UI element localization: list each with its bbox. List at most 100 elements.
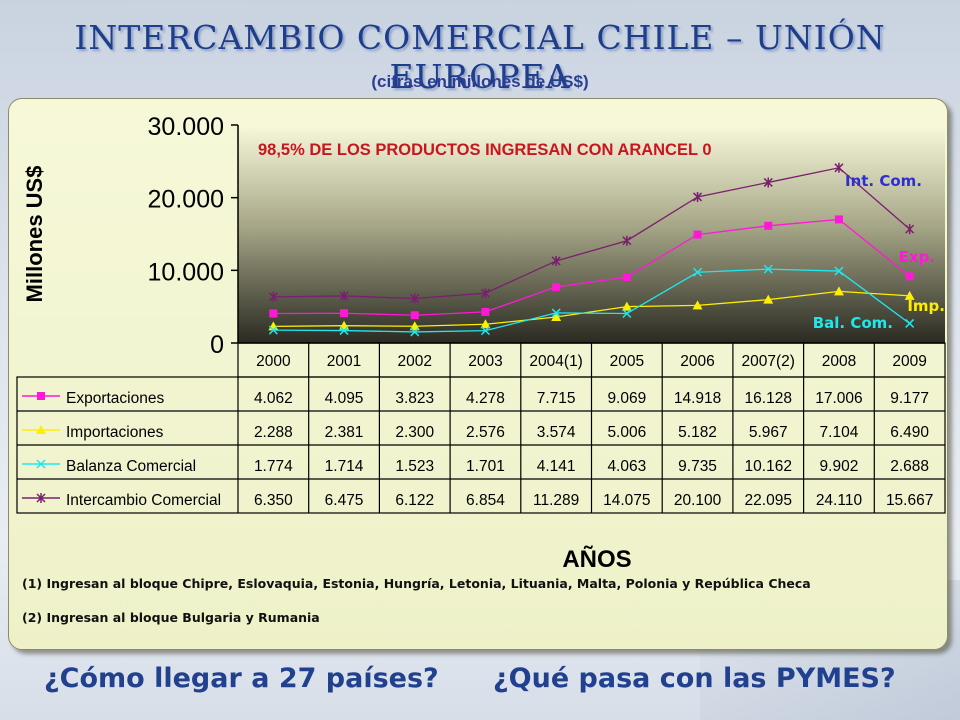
data-value: 4.095 (325, 390, 364, 407)
data-value: 14.075 (603, 492, 650, 509)
data-point (833, 286, 844, 296)
data-value: 6.122 (395, 492, 434, 509)
data-point (481, 307, 490, 316)
legend-label: Exportaciones (66, 390, 164, 407)
data-value: 4.062 (254, 390, 293, 407)
data-point (551, 308, 561, 318)
series-line (273, 290, 910, 328)
page-title: INTERCAMBIO COMERCIAL CHILE – UNIÓN EURO… (74, 18, 886, 96)
data-value: 14.918 (674, 390, 721, 407)
data-point (409, 321, 420, 331)
data-value: 1.523 (395, 458, 434, 475)
data-value: 2.381 (325, 424, 364, 441)
data-point (410, 311, 419, 320)
data-value: 4.063 (607, 458, 646, 475)
series-label: Imp. (907, 297, 945, 315)
footnote-1: (1) Ingresan al bloque Chipre, Eslovaqui… (22, 576, 811, 591)
data-point (37, 392, 45, 400)
data-point (480, 288, 490, 299)
series-label: Int. Com. (845, 172, 922, 190)
data-point (622, 235, 632, 246)
data-value: 5.967 (749, 424, 788, 441)
data-point (693, 267, 703, 277)
category-label: 2006 (680, 353, 714, 370)
data-point (480, 319, 491, 329)
data-point (621, 301, 632, 311)
data-value: 6.475 (325, 492, 364, 509)
data-value: 2.688 (890, 458, 929, 475)
data-point (339, 290, 349, 301)
data-point (480, 326, 490, 336)
data-value: 9.069 (607, 390, 646, 407)
category-label: 2008 (822, 353, 856, 370)
category-label: 2005 (610, 353, 644, 370)
y-axis-label: Millones US$ (22, 166, 47, 303)
data-point (552, 282, 561, 291)
question-countries: ¿Cómo llegar a 27 países? (44, 663, 439, 694)
series-label: Bal. Com. (813, 314, 893, 332)
data-value: 2.288 (254, 424, 293, 441)
series-label: Exp. (899, 248, 935, 266)
data-value: 9.902 (820, 458, 859, 475)
x-axis-label: AÑOS (562, 545, 631, 573)
data-point (834, 266, 844, 276)
data-point (834, 162, 844, 173)
data-point (36, 459, 46, 469)
y-tick-label: 10.000 (148, 258, 224, 286)
series-line (273, 268, 911, 333)
data-point (36, 493, 46, 503)
series-line (273, 218, 911, 316)
category-label: 2001 (327, 353, 361, 370)
data-value: 6.854 (466, 492, 505, 509)
data-point (692, 300, 703, 310)
data-value: 4.278 (466, 390, 505, 407)
data-value: 1.774 (254, 458, 293, 475)
data-value: 20.100 (674, 492, 722, 509)
data-value: 17.006 (815, 390, 862, 407)
data-point (410, 327, 420, 337)
data-value: 1.701 (466, 458, 505, 475)
data-value: 2.300 (395, 424, 434, 441)
data-point (763, 177, 773, 188)
data-point (622, 308, 632, 319)
data-value: 11.289 (533, 492, 579, 509)
data-point (269, 309, 278, 318)
data-value: 6.490 (890, 424, 929, 441)
y-tick-label: 30.000 (148, 113, 224, 141)
data-value: 5.182 (678, 424, 717, 441)
data-point (905, 318, 915, 328)
data-point (905, 272, 914, 281)
data-point (764, 221, 773, 230)
data-value: 10.162 (745, 458, 792, 475)
data-point (36, 425, 46, 434)
category-label: 2009 (892, 353, 926, 370)
page-subtitle: (cifras en millones de US$) (371, 72, 589, 91)
data-point (834, 215, 843, 224)
data-value: 2.576 (466, 424, 505, 441)
data-point (693, 230, 702, 239)
data-point (339, 326, 349, 336)
data-value: 9.735 (678, 458, 717, 475)
footnote-2: (2) Ingresan al bloque Bulgaria y Rumani… (22, 610, 320, 625)
data-value: 16.128 (745, 390, 792, 407)
legend-label: Intercambio Comercial (66, 492, 221, 509)
data-point (551, 312, 562, 322)
data-value: 3.574 (537, 424, 576, 441)
category-label: 2003 (468, 353, 502, 370)
data-value: 6.350 (254, 492, 293, 509)
data-value: 3.823 (395, 390, 434, 407)
series-line (273, 167, 911, 300)
legend-label: Balanza Comercial (66, 458, 196, 475)
data-value: 24.110 (816, 492, 863, 509)
category-label: 2004(1) (529, 353, 582, 370)
data-value: 7.715 (537, 390, 576, 407)
data-point (551, 255, 561, 266)
data-value: 22.095 (745, 492, 792, 509)
chart-annotation: 98,5% DE LOS PRODUCTOS INGRESAN CON ARAN… (258, 141, 712, 159)
category-label: 2002 (398, 353, 432, 370)
data-value: 15.667 (886, 492, 933, 509)
data-value: 9.177 (890, 390, 929, 407)
data-point (622, 273, 631, 282)
data-value: 4.141 (537, 458, 576, 475)
